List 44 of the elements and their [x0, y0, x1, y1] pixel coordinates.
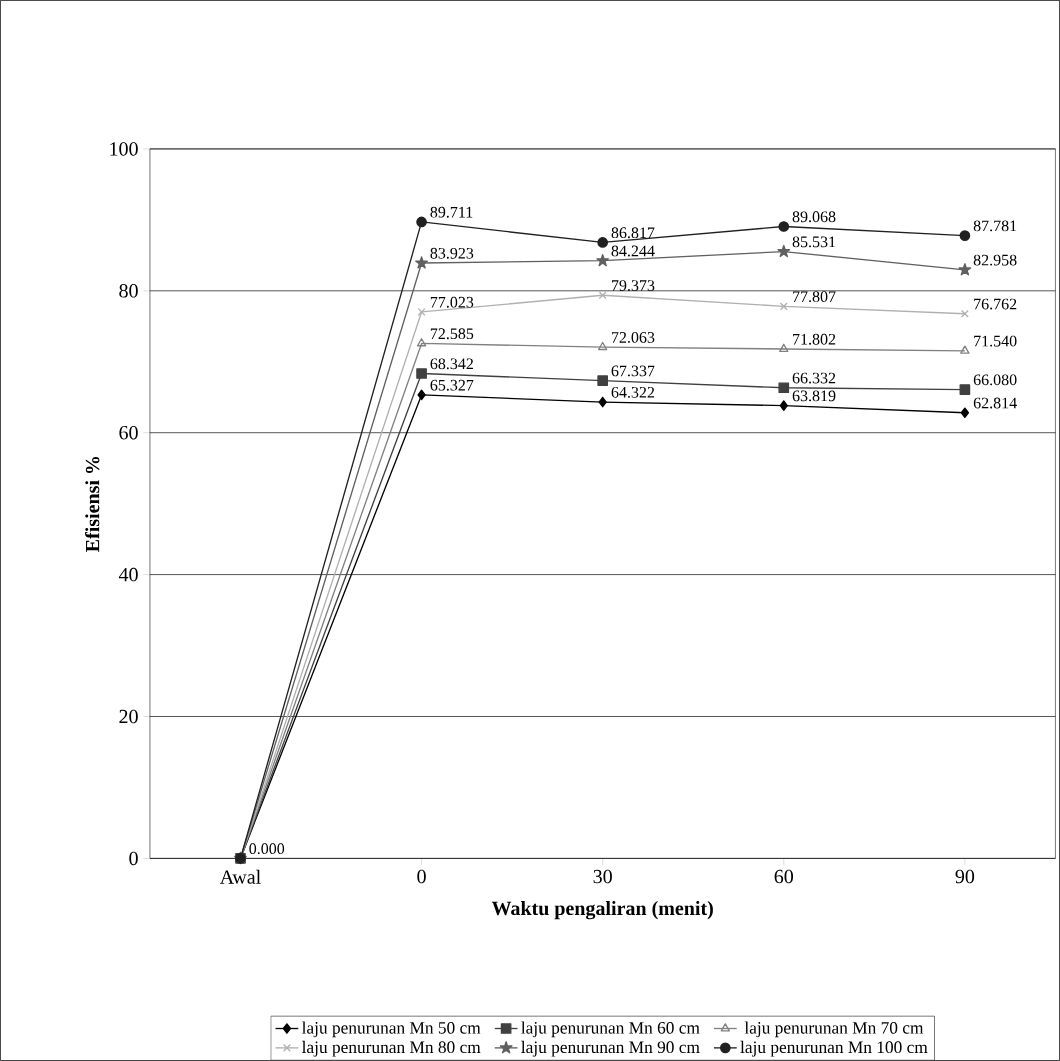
data-label: 89.068 — [792, 211, 836, 223]
data-label: 79.373 — [611, 280, 655, 291]
data-label: 87.781 — [973, 220, 1017, 232]
data-label: 66.080 — [973, 374, 1017, 386]
x-tick-label: 0 — [417, 869, 426, 884]
data-label: 76.762 — [974, 298, 1017, 310]
data-label: 66.332 — [792, 372, 836, 384]
legend-label: laju penurunan Mn 60 cm — [521, 1021, 700, 1038]
data-label: 83.923 — [430, 247, 474, 259]
data-label: 86.817 — [611, 227, 655, 239]
legend-label: laju penurunan Mn 70 cm — [744, 1021, 924, 1038]
data-label: 62.814 — [973, 397, 1017, 409]
y-tick-label: 80 — [119, 284, 138, 298]
data-label: 72.585 — [430, 328, 474, 340]
legend-label: laju penurunan Mn 100 cm — [740, 1040, 928, 1057]
data-label: 72.063 — [611, 331, 655, 343]
data-label: 0.000 — [249, 843, 285, 855]
y-tick-label: 20 — [119, 709, 138, 724]
data-label: 63.819 — [792, 390, 836, 402]
data-label: 77.023 — [430, 296, 474, 308]
x-tick-label: 60 — [774, 869, 794, 884]
data-label: 82.958 — [973, 254, 1017, 266]
x-tick-label: 30 — [593, 869, 612, 884]
legend-label: laju penurunan Mn 50 cm — [301, 1021, 481, 1038]
x-tick-label: Awal — [219, 869, 261, 884]
legend-label: laju penurunan Mn 90 cm — [521, 1040, 700, 1057]
data-label: 85.531 — [792, 236, 836, 248]
data-label: 77.807 — [793, 291, 836, 303]
y-tick-label: 100 — [110, 142, 138, 156]
y-tick-label: 60 — [119, 425, 138, 440]
data-label: 89.711 — [430, 206, 473, 218]
y-axis-title: Efisiensi % — [85, 456, 100, 552]
data-label: 67.337 — [611, 365, 655, 377]
x-axis-title: Waktu pengaliran (menit) — [491, 901, 713, 920]
legend-label: laju penurunan Mn 80 cm — [301, 1040, 481, 1057]
y-tick-label: 40 — [118, 567, 138, 582]
data-label: 71.802 — [793, 333, 836, 345]
data-label: 68.342 — [430, 358, 473, 370]
y-tick-label: 0 — [129, 851, 138, 866]
data-label: 64.322 — [611, 386, 655, 398]
data-label: 71.540 — [974, 335, 1017, 347]
data-label: 65.327 — [430, 379, 474, 391]
x-tick-label: 90 — [955, 869, 975, 884]
data-label: 84.244 — [611, 245, 655, 257]
